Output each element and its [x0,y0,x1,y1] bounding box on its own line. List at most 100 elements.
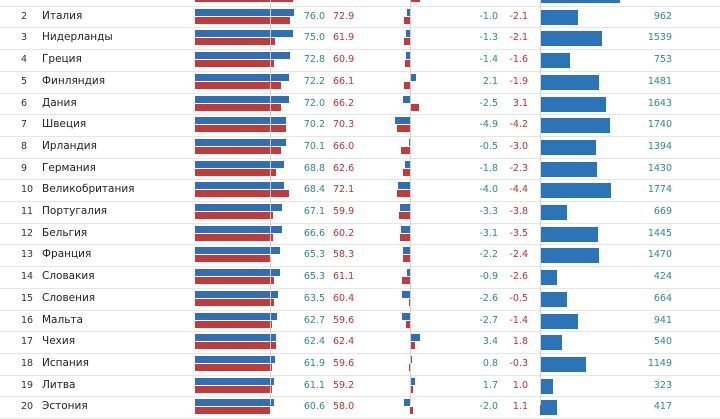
row-divider [0,374,720,376]
sales-value: 1149 [647,357,672,369]
change-bar-2 [409,363,410,371]
value-series-1: 62.7 [303,314,325,326]
change-bar-2 [405,320,410,328]
row-divider [0,5,720,7]
value-series-1: 68.4 [303,184,325,196]
bar-series-2 [195,277,275,285]
change-bar-1 [410,355,413,363]
rank-label: 11 [21,206,34,217]
value-series-1: 60.6 [303,401,325,413]
change-value-2: -1.9 [509,75,528,87]
sales-bar [540,183,611,199]
change-value-2: 1.1 [512,401,528,413]
bar-series-1 [195,160,285,168]
table-row: 12 Бельгия 66.6 60.2 -3.1 -3.5 1445 [0,224,720,246]
value-series-2: 60.4 [333,292,355,304]
change-value-1: -2.5 [479,97,498,109]
country-label: Германия [42,161,96,174]
row-divider [0,352,720,354]
change-bar-2 [410,407,414,415]
sales-bar [540,291,567,307]
value-series-2: 62.4 [333,336,355,348]
value-series-2: 70.3 [333,119,355,131]
table-row: 1Норвегия83.075.01.53.22010 [0,0,720,7]
bar-series-1 [195,8,294,16]
rank-label: 10 [21,184,34,196]
change-bar-1 [407,8,410,16]
change-value-2: -2.4 [509,249,528,261]
country-label: Италия [42,9,83,22]
bar-series-2 [195,212,273,219]
table-row: 5 Финляндия 72.2 66.1 2.1 -1.9 1481 [0,72,720,94]
sales-value: 1481 [647,75,672,87]
sales-bar [540,335,562,351]
bar-series-1 [195,30,293,38]
axis-line-sales [540,0,541,405]
country-label: Испания [42,356,89,369]
rank-label: 13 [21,249,34,261]
table-row: 14 Словакия 65.3 61.1 -0.9 -2.6 424 [0,267,720,289]
country-label: Мальта [42,313,83,326]
change-value-1: -2.2 [479,249,498,261]
bar-series-1 [195,399,274,407]
change-value-2: -0.5 [509,292,528,304]
value-series-1: 62.4 [303,336,325,348]
sales-value: 669 [653,206,672,217]
sales-bar [540,74,600,90]
value-series-1: 72.8 [303,54,325,66]
bar-series-2 [195,168,277,176]
sales-value: 540 [653,336,672,348]
sales-value: 417 [653,401,672,413]
sales-value: 1445 [647,227,672,239]
value-series-2: 59.2 [333,379,355,391]
change-value-2: -3.0 [509,140,528,152]
row-divider [0,244,720,246]
bar-series-2 [195,320,273,328]
table-row: 6 Дания 72.0 66.2 -2.5 3.1 1643 [0,94,720,116]
value-series-2: 62.6 [333,162,355,174]
change-bar-1 [402,290,410,298]
change-value-1: -3.3 [479,206,498,217]
change-bar-1 [400,225,410,233]
change-bar-2 [397,125,410,133]
change-value-2: -2.1 [509,10,528,22]
change-bar-2 [408,298,410,306]
change-value-1: 1.7 [482,379,498,391]
country-label: Бельгия [42,226,88,239]
rank-label: 9 [21,162,28,174]
bar-series-1 [195,73,289,81]
row-divider [0,114,720,116]
bar-series-1 [195,204,283,211]
change-bar-1 [400,204,410,211]
row-divider [0,201,720,202]
sales-value: 424 [653,271,672,283]
value-series-1: 70.1 [303,140,325,152]
table-row: 13 Франция 65.3 58.3 -2.2 -2.4 1470 [0,245,720,267]
bar-series-1 [195,117,287,125]
table-row: 16 Мальта 62.7 59.6 -2.7 -1.4 941 [0,311,720,333]
country-label: Словакия [42,270,95,283]
country-label: Великобритания [42,183,135,196]
bar-series-2 [195,298,274,306]
bar-series-1 [195,312,277,320]
rank-label: 14 [21,271,34,283]
change-value-2: -2.6 [509,271,528,283]
rank-label: 16 [21,314,34,326]
bar-series-2 [195,407,271,415]
rank-label: 4 [21,54,28,66]
rank-label: 6 [21,97,28,109]
row-divider [0,309,720,311]
change-bar-1 [398,182,410,190]
bar-series-1 [195,95,289,103]
change-value-1: -1.0 [479,10,498,22]
bar-series-2 [195,233,274,241]
bar-series-2 [195,190,289,198]
value-series-1: 72.2 [303,75,325,87]
value-series-2: 60.2 [333,227,355,239]
rank-label: 7 [21,119,28,131]
bar-series-1 [195,138,287,146]
bar-series-1 [195,269,280,277]
value-series-2: 61.9 [333,32,355,44]
country-label: Дания [42,96,77,109]
sales-value: 1539 [647,32,672,44]
